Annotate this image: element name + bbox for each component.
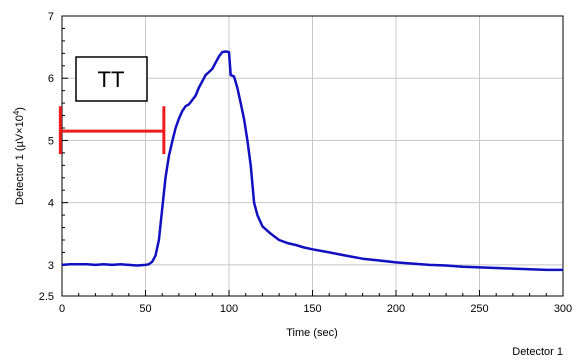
y-tick-label: 4 — [48, 198, 54, 210]
x-tick-label: 0 — [59, 303, 65, 315]
y-axis-title-prefix: Detector 1 (µV×10 — [14, 115, 26, 205]
x-tick-label: 200 — [387, 303, 405, 315]
y-tick-label: 2.5 — [39, 291, 54, 303]
y-tick-label: 6 — [48, 73, 54, 85]
y-tick-label: 3 — [48, 260, 54, 272]
y-axis-title-suffix: ) — [14, 107, 26, 111]
tt-annotation-label: TT — [98, 67, 125, 92]
y-axis-title: Detector 1 (µV×104) — [12, 107, 26, 205]
y-tick-label: 5 — [48, 135, 54, 147]
footer-label: Detector 1 — [512, 346, 563, 358]
y-tick-label: 7 — [48, 11, 54, 23]
x-axis-title: Time (sec) — [286, 327, 338, 339]
x-tick-label: 300 — [554, 303, 572, 315]
x-tick-label: 250 — [470, 303, 488, 315]
x-tick-labels: 0 50 100 150 200 250 300 — [59, 303, 572, 315]
x-tick-label: 100 — [220, 303, 238, 315]
y-tick-labels: 2.5 3 4 5 6 7 — [39, 11, 54, 303]
x-tick-label: 50 — [139, 303, 151, 315]
x-tick-label: 150 — [303, 303, 321, 315]
